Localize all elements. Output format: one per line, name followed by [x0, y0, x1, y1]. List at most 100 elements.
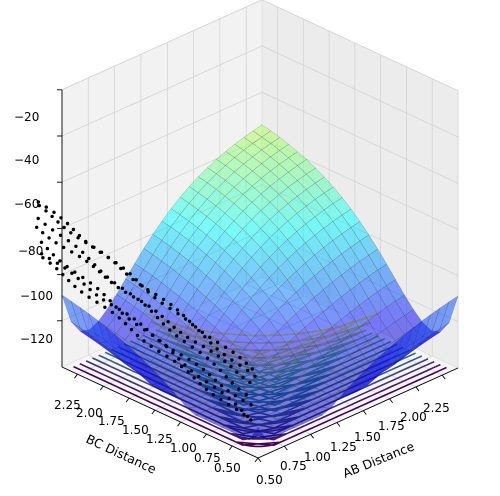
trajectory-point — [215, 340, 220, 344]
trajectory-point — [248, 380, 252, 385]
trajectory-point — [212, 362, 216, 366]
trajectory-point — [209, 349, 213, 353]
trajectory-point — [62, 225, 66, 230]
trajectory-point — [154, 292, 158, 297]
potential-surface — [61, 124, 459, 441]
trajectory-point — [155, 315, 160, 320]
surface-cell — [384, 334, 405, 371]
trajectory-point — [70, 250, 74, 254]
grid-line — [61, 0, 459, 92]
surface-cell — [340, 311, 360, 335]
trajectory-point — [238, 363, 242, 367]
trajectory-point — [77, 233, 82, 238]
contour-line — [79, 362, 441, 441]
trajectory-point — [58, 233, 63, 237]
z-tick-label: −40 — [14, 153, 39, 167]
z-tick-label: −80 — [18, 244, 43, 258]
trajectory-point — [54, 241, 58, 245]
surface-cell — [212, 419, 233, 428]
trajectory-point — [231, 350, 235, 354]
trajectory-point — [249, 403, 253, 407]
trajectory-point — [178, 330, 183, 335]
trajectory-point — [128, 292, 133, 296]
surface-cell — [340, 334, 360, 357]
trajectory-point — [216, 354, 220, 358]
surface-cell — [160, 333, 180, 357]
trajectory-point — [157, 349, 161, 353]
surface-cell — [169, 318, 189, 342]
trajectory-point — [39, 240, 44, 244]
trajectory-point — [160, 301, 164, 305]
trajectory-point — [177, 357, 181, 361]
trajectory-point — [65, 264, 69, 269]
surface-cell — [170, 274, 189, 297]
surface-cell — [323, 260, 342, 283]
trajectory-point — [171, 348, 175, 352]
trajectory-point — [176, 312, 180, 316]
trajectory-point — [109, 303, 114, 307]
y-tick — [99, 385, 104, 391]
trajectory-point — [71, 227, 76, 232]
trajectory-point — [47, 256, 52, 261]
trajectory-point — [143, 303, 147, 307]
trajectory-point — [197, 374, 201, 379]
trajectory-point — [161, 322, 166, 326]
trajectory-point — [136, 297, 140, 301]
trajectory-point — [193, 325, 198, 329]
trajectory-point — [69, 231, 73, 235]
trajectory-point — [249, 418, 253, 422]
trajectory-point — [192, 376, 196, 380]
surface-cell — [403, 320, 423, 356]
surface-cell — [367, 334, 387, 355]
trajectory-point — [50, 228, 55, 232]
trajectory-point — [175, 308, 180, 312]
trajectory-point — [119, 266, 123, 271]
y-tick-label: 2.25 — [54, 398, 81, 412]
trajectory-point — [209, 341, 213, 345]
trajectory-point — [233, 402, 238, 406]
trajectory-point — [90, 245, 95, 249]
x-tick — [415, 386, 420, 392]
trajectory-points — [35, 200, 257, 422]
surface-cell — [286, 291, 306, 315]
trajectory-point — [151, 333, 155, 337]
trajectory-point — [135, 322, 139, 327]
surface-cell — [97, 319, 117, 355]
surface-cell — [439, 295, 459, 330]
y-tick-label: 1.00 — [170, 441, 197, 455]
trajectory-point — [81, 250, 85, 254]
surface-cell — [350, 282, 369, 306]
trajectory-point — [128, 272, 132, 276]
surface-cell — [430, 301, 450, 336]
surface-cell — [394, 347, 413, 365]
trajectory-point — [35, 225, 39, 229]
trajectory-point — [238, 355, 242, 360]
trajectory-point — [112, 281, 117, 285]
trajectory-point — [50, 214, 54, 219]
trajectory-point — [166, 320, 170, 324]
trajectory-point — [74, 244, 78, 248]
trajectory-point — [120, 311, 125, 315]
trajectory-point — [205, 356, 210, 360]
trajectory-point — [246, 368, 250, 373]
trajectory-point — [235, 370, 239, 374]
x-tick — [310, 434, 314, 439]
trajectory-point — [218, 368, 222, 373]
trajectory-point — [219, 398, 223, 402]
surface-cell — [284, 419, 305, 429]
z-tick-labels: −20 −40 −60 −80 −100 −120 — [14, 110, 53, 346]
trajectory-point — [147, 304, 151, 308]
x-tick-label: 0.50 — [256, 473, 283, 487]
trajectory-point — [114, 305, 118, 309]
trajectory-point — [164, 343, 168, 348]
trajectory-point — [82, 282, 86, 286]
x-tick — [283, 445, 288, 451]
trajectory-point — [182, 339, 186, 344]
trajectory-point — [73, 270, 77, 274]
surface-cell — [197, 198, 217, 217]
trajectory-point — [66, 239, 71, 243]
surface-cell — [168, 386, 188, 404]
trajectory-point — [45, 246, 50, 251]
trajectory-point — [224, 375, 228, 379]
trajectory-point — [230, 381, 234, 385]
